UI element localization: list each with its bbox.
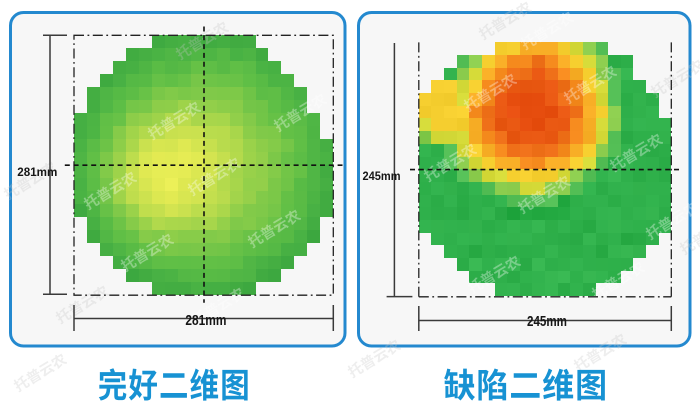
- svg-text:245mm: 245mm: [363, 171, 401, 183]
- svg-text:281mm: 281mm: [185, 312, 226, 329]
- svg-text:281mm: 281mm: [17, 167, 57, 179]
- svg-text:245mm: 245mm: [527, 313, 567, 330]
